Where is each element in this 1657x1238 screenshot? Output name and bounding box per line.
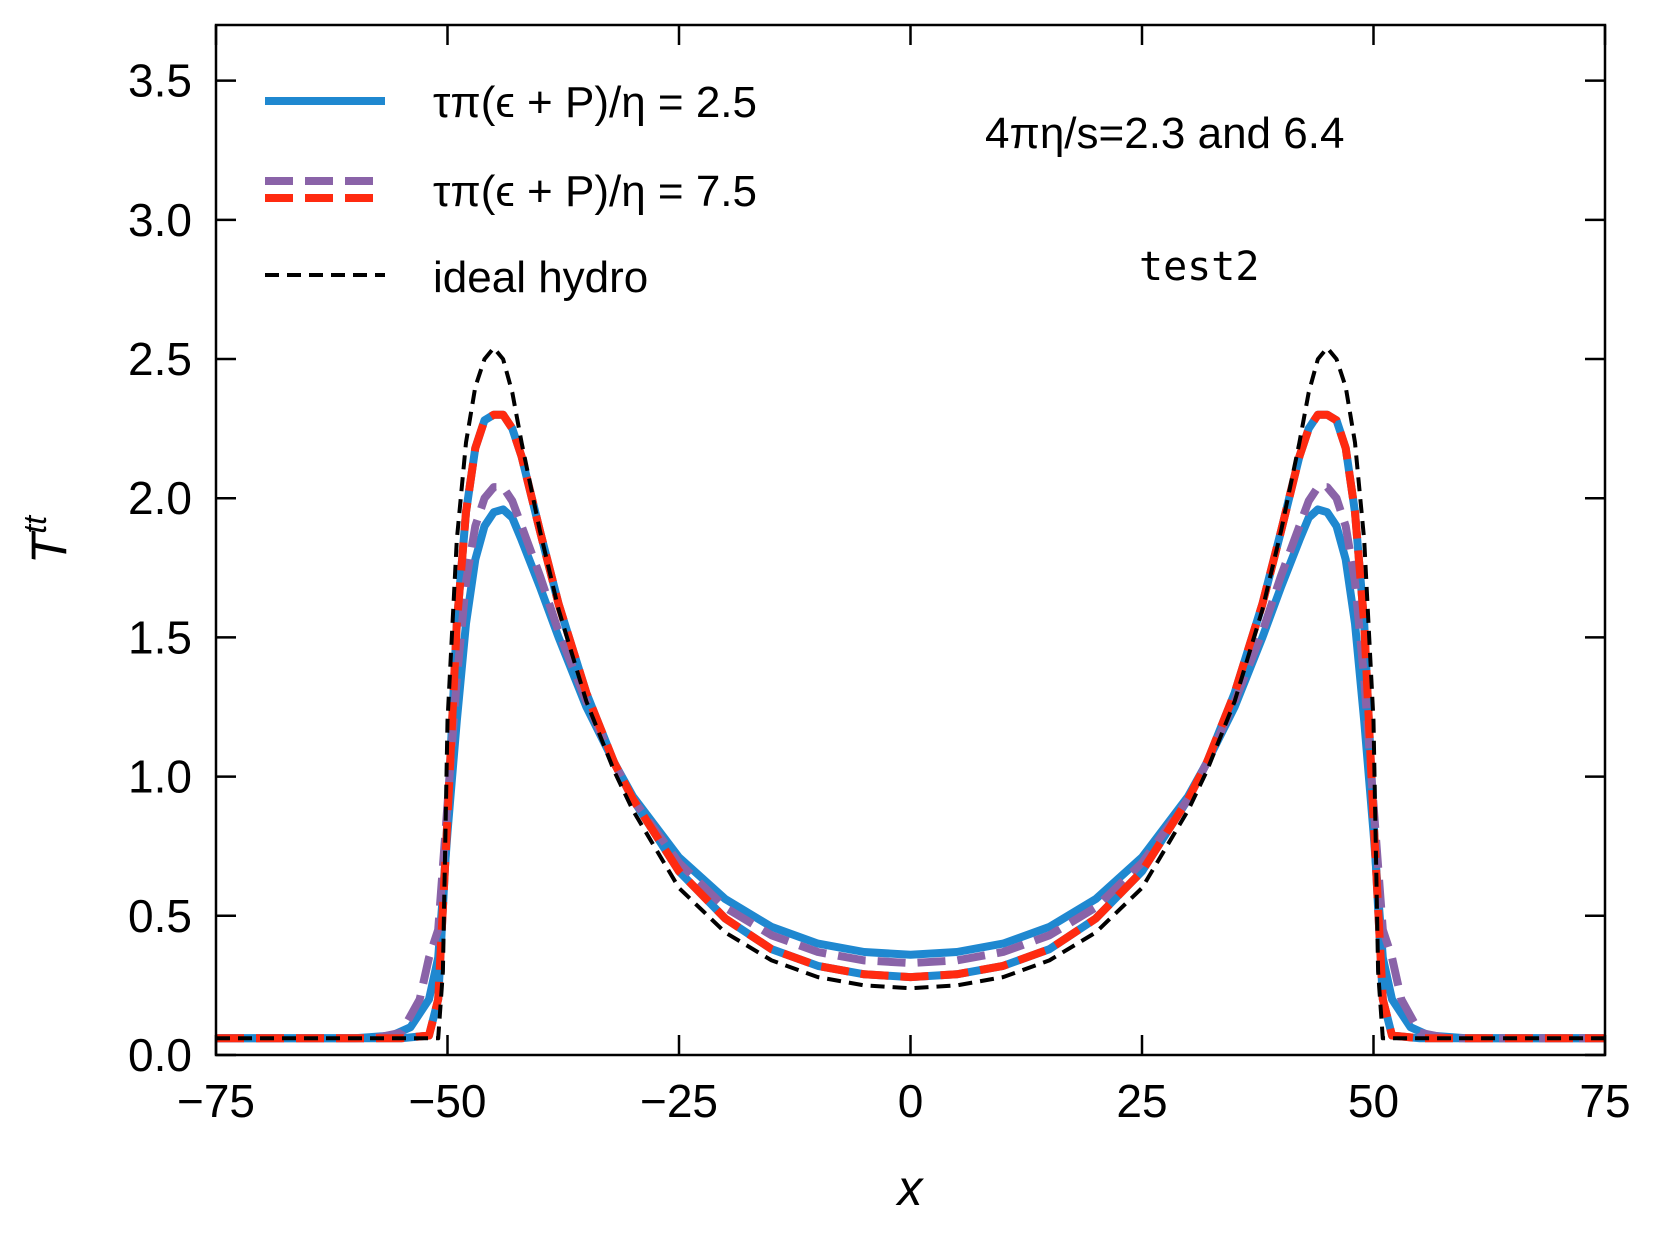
- plot-frame: [214, 23, 1607, 1057]
- series-tau-7-5-curve-1: [216, 483, 1605, 1043]
- y-tick-label: 3.5: [128, 55, 192, 107]
- x-tick-label: −75: [177, 1075, 255, 1127]
- axis-ticks: [214, 25, 1607, 1057]
- series-tau-2-5-curve-2: [216, 410, 1605, 1043]
- plot-curves: [216, 345, 1605, 1043]
- legend-text-tau-7-5: τπ(ϵ + P)/η = 7.5: [433, 167, 757, 216]
- legend: τπ(ϵ + P)/η = 2.5 τπ(ϵ + P)/η = 7.5 idea…: [265, 78, 757, 302]
- y-tick-label: 3.0: [128, 194, 192, 246]
- series-tau-2-5-curve-1: [216, 505, 1605, 1043]
- x-tick-label: 0: [898, 1075, 924, 1127]
- y-tick-label: 2.0: [128, 472, 192, 524]
- y-tick-label: 1.5: [128, 611, 192, 663]
- x-axis-label: x: [896, 1160, 925, 1216]
- x-tick-label: 75: [1579, 1075, 1630, 1127]
- y-axis-label: Ttt: [17, 515, 77, 564]
- x-tick-label: −50: [408, 1075, 486, 1127]
- x-tick-label: 25: [1116, 1075, 1167, 1127]
- y-tick-label: 1.0: [128, 751, 192, 803]
- y-tick-labels: 0.0 0.5 1.0 1.5 2.0 2.5 3.0 3.5: [128, 55, 192, 1081]
- x-tick-label: −25: [640, 1075, 718, 1127]
- x-tick-labels: −75 −50 −25 0 25 50 75: [177, 1075, 1631, 1127]
- series-ideal-hydro-curve-1: [216, 345, 1605, 1041]
- x-tick-label: 50: [1348, 1075, 1399, 1127]
- legend-text-ideal-hydro: ideal hydro: [433, 253, 648, 302]
- y-tick-label: 0.5: [128, 890, 192, 942]
- legend-text-tau-2-5: τπ(ϵ + P)/η = 2.5: [433, 78, 757, 127]
- series-tau-7-5-curve-2: [216, 410, 1605, 1043]
- y-tick-label: 0.0: [128, 1029, 192, 1081]
- annotation-eta-over-s: 4πη/s=2.3 and 6.4: [985, 109, 1344, 158]
- annotation-test2: test2: [1139, 244, 1259, 290]
- y-tick-label: 2.5: [128, 333, 192, 385]
